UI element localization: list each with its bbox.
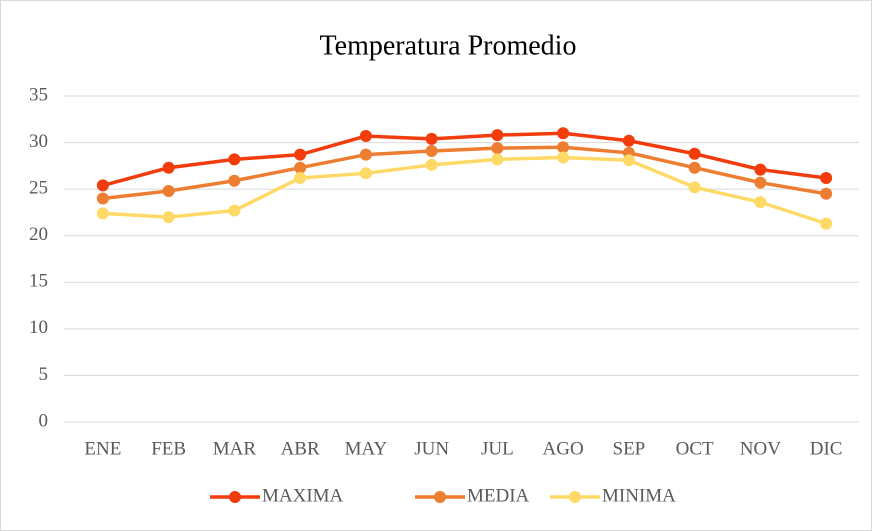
x-tick-label: AGO [543,438,584,459]
data-point [359,148,372,161]
data-point [820,171,833,184]
data-point [228,174,241,187]
x-tick-label: FEB [151,438,186,459]
y-tick-label: 10 [29,317,48,338]
legend-label: MAXIMA [262,485,344,506]
data-point [622,154,635,167]
x-tick-label: NOV [740,438,781,459]
data-point [359,167,372,180]
x-tick-label: JUL [481,438,514,459]
data-point [688,147,701,160]
data-point [96,207,109,220]
y-tick-label: 0 [39,410,49,431]
x-tick-label: MAY [345,438,388,459]
data-point [162,211,175,224]
data-point [820,217,833,230]
data-point [491,153,504,166]
data-point [754,163,767,176]
legend-label: MINIMA [602,485,676,506]
y-tick-label: 20 [29,224,48,245]
x-tick-label: ENE [84,438,121,459]
data-point [162,161,175,174]
chart-title: Temperatura Promedio [320,30,577,61]
x-tick-label: ABR [281,438,320,459]
data-point [294,161,307,174]
data-point [162,185,175,198]
x-tick-label: JUN [414,438,449,459]
data-point [425,144,438,157]
y-tick-label: 5 [39,364,49,385]
data-point [688,161,701,174]
data-point [557,127,570,140]
legend-marker [569,491,581,503]
data-point [491,129,504,142]
series-line [102,131,827,188]
legend-marker [229,491,241,503]
data-point [754,176,767,189]
data-point [622,134,635,147]
data-point [228,204,241,217]
data-point [688,181,701,194]
x-tick-label: MAR [213,438,257,459]
data-point [491,142,504,155]
x-tick-label: DIC [810,438,843,459]
data-point [820,187,833,200]
data-point [228,153,241,166]
x-tick-label: OCT [676,438,714,459]
data-point [754,196,767,209]
data-point [294,148,307,161]
data-point [425,132,438,145]
y-tick-label: 25 [29,178,48,199]
series-line [102,145,827,201]
data-point [96,179,109,192]
data-point [557,151,570,164]
data-point [557,141,570,154]
legend-label: MEDIA [467,485,530,506]
data-point [425,158,438,171]
y-tick-label: 15 [29,271,48,292]
data-point [359,130,372,143]
x-tick-label: SEP [613,438,646,459]
data-point [96,192,109,205]
legend-marker [434,491,446,503]
data-point [294,171,307,184]
series-line [102,155,827,226]
y-tick-label: 30 [29,131,48,152]
y-tick-label: 35 [29,84,48,105]
